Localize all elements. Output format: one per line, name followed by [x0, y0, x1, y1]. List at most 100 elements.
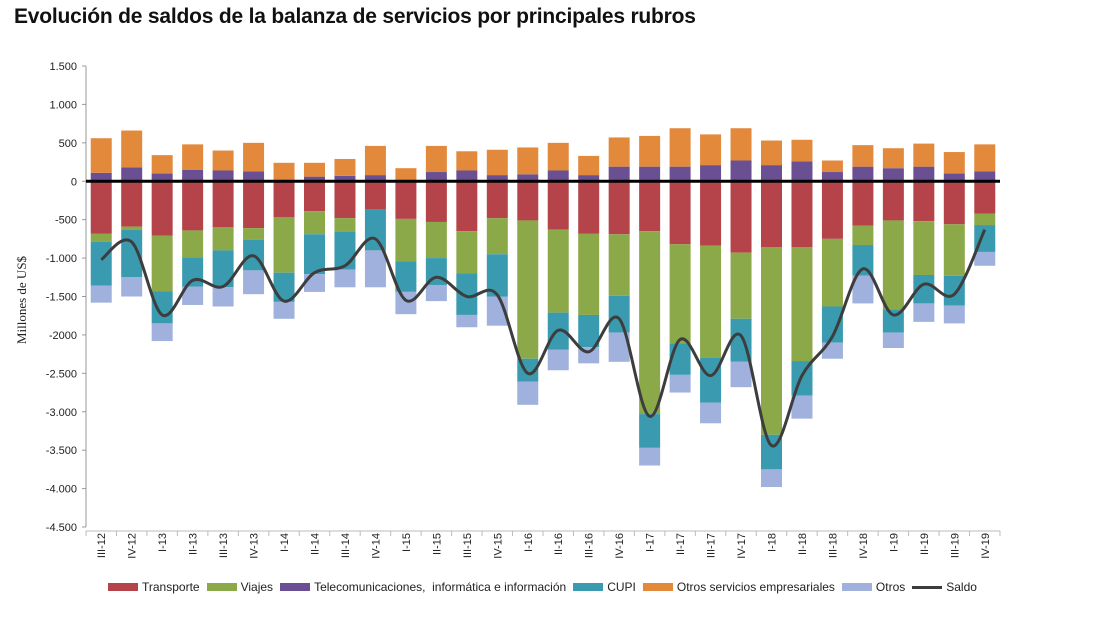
bar-segment: [700, 402, 722, 424]
y-tick-label: -1.500: [46, 292, 77, 304]
bar-segment: [669, 166, 691, 182]
y-tick-label: -4.500: [46, 522, 77, 534]
bar-segment: [486, 254, 508, 297]
bar-segment: [882, 181, 904, 221]
bar-segment: [821, 160, 843, 173]
bar-segment: [730, 128, 752, 161]
bar-segment: [212, 150, 234, 171]
x-tick-label: III-12: [96, 533, 108, 558]
x-tick-label: I-16: [523, 533, 535, 552]
x-tick-label: III-13: [218, 533, 230, 558]
bar-segment: [578, 314, 600, 348]
bar-segment: [273, 301, 295, 319]
bar-segment: [517, 181, 539, 221]
bar-segment: [121, 181, 143, 227]
x-tick-label: III-19: [949, 533, 961, 558]
bar-segment: [639, 447, 661, 466]
legend-item: Otros: [841, 580, 906, 594]
legend-label: Viajes: [240, 580, 274, 594]
bar-segment: [90, 181, 112, 234]
bar-segment: [334, 175, 356, 182]
legend-item: Viajes: [206, 580, 274, 594]
legend: Transporte Viajes Telecomunicaciones, info…: [108, 580, 984, 594]
bar-segment: [700, 181, 722, 246]
y-axis-label: Millones de US$: [14, 255, 29, 344]
bar-segment: [334, 218, 356, 232]
bar-segment: [334, 158, 356, 176]
bar-segment: [364, 250, 386, 288]
y-tick-label: -500: [55, 215, 77, 227]
bar-segment: [486, 149, 508, 176]
bar-segment: [852, 275, 874, 304]
bar-segment: [821, 306, 843, 343]
bar-segment: [182, 169, 204, 182]
y-tick-label: 1.500: [49, 61, 77, 73]
x-tick-label: IV-17: [736, 533, 748, 559]
bar-segment: [90, 233, 112, 242]
bar-segment: [151, 235, 173, 292]
bar-segment: [304, 176, 325, 182]
legend-swatch: [108, 583, 138, 591]
bar-segment: [974, 213, 996, 226]
bar-segment: [182, 257, 204, 287]
bar-segment: [700, 245, 722, 358]
bar-segment: [791, 395, 813, 419]
bar-segment: [517, 174, 539, 182]
bar-segment: [913, 303, 935, 322]
legend-label: Otros: [875, 580, 906, 594]
legend-swatch: [280, 583, 311, 591]
x-tick-label: II-19: [919, 533, 931, 555]
bar-segment: [943, 275, 965, 306]
bar-segment: [974, 181, 996, 214]
bar-segment: [639, 181, 661, 232]
bar-segment: [882, 148, 904, 169]
bar-segment: [761, 469, 782, 488]
bar-segment: [456, 273, 478, 315]
bar-segment: [273, 217, 295, 273]
bar-segment: [761, 181, 782, 248]
y-tick-label: -2000: [49, 330, 77, 342]
legend-item: Otros servicios empresariales: [642, 580, 835, 594]
legend-label: Saldo: [946, 580, 977, 594]
legend-swatch: [841, 583, 872, 591]
bar-segment: [456, 151, 478, 171]
x-tick-label: IV-15: [492, 533, 504, 559]
x-tick-label: II-16: [553, 533, 565, 555]
bar-segment: [639, 166, 661, 182]
bar-segment: [700, 134, 722, 166]
bar-segment: [913, 221, 935, 275]
y-tick-label: -4.000: [46, 484, 77, 496]
bar-segment: [456, 181, 478, 232]
bar-segment: [639, 231, 661, 415]
legend-swatch: [912, 585, 943, 589]
bar-segment: [456, 170, 478, 182]
x-tick-label: II-13: [188, 533, 200, 555]
bar-segment: [578, 155, 600, 176]
bar-segment: [882, 332, 904, 348]
y-tick-label: 0: [71, 176, 77, 188]
bar-segment: [608, 234, 630, 296]
bar-segment: [182, 286, 204, 305]
bar-segment: [608, 295, 630, 333]
bar-segment: [364, 145, 386, 176]
bar-segment: [151, 323, 173, 342]
bar-segment: [943, 181, 965, 225]
legend-swatch: [206, 583, 237, 591]
bar-segment: [151, 181, 173, 236]
bar-segment: [364, 209, 386, 251]
bar-segment: [486, 218, 508, 255]
bar-segment: [151, 173, 173, 182]
y-tick-label: -2.500: [46, 368, 77, 380]
x-tick-label: III-16: [584, 533, 596, 558]
bar-segment: [791, 247, 813, 362]
saldo-line-group: [100, 229, 987, 448]
bar-segment: [334, 269, 356, 288]
x-tick-label: III-15: [462, 533, 474, 558]
x-tick-label: I-14: [279, 533, 291, 552]
bar-segment: [151, 291, 173, 324]
bar-segment: [243, 171, 265, 182]
bar-segment: [852, 245, 874, 276]
bar-segment: [334, 181, 356, 219]
legend-swatch: [573, 583, 604, 591]
